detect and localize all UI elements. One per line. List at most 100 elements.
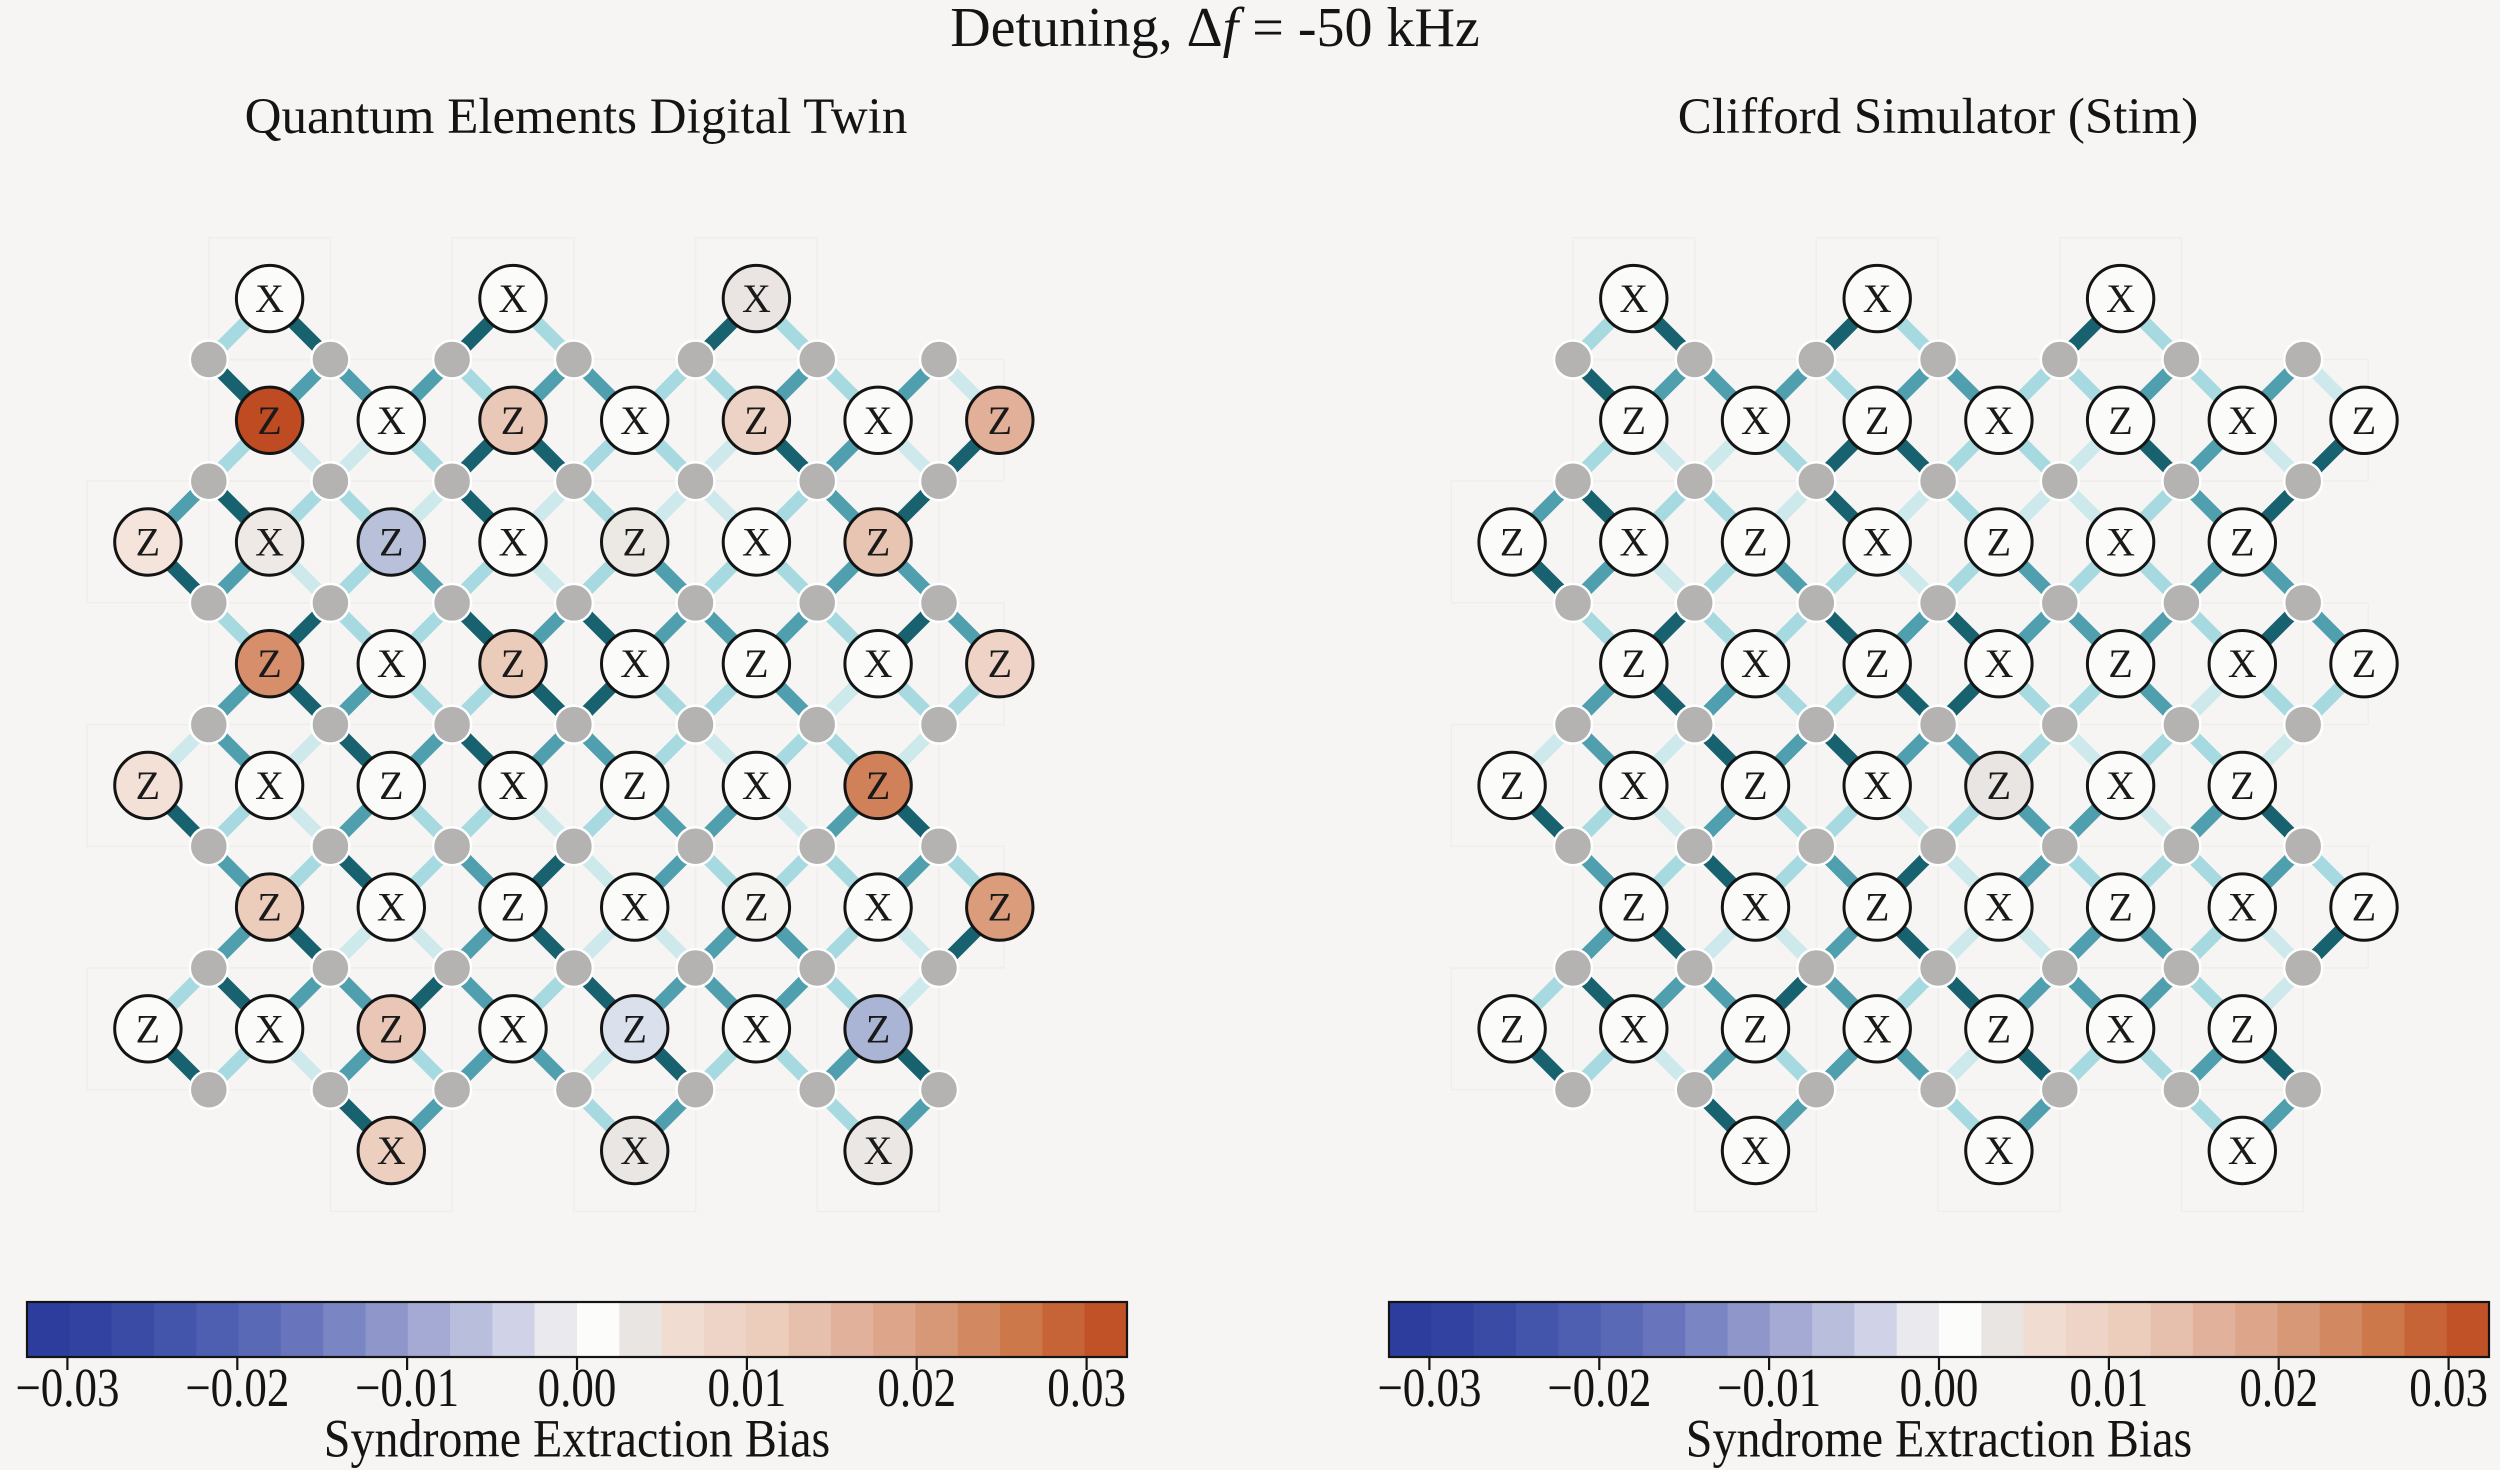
- svg-text:Z: Z: [1500, 763, 1524, 808]
- svg-text:Z: Z: [1987, 1006, 2011, 1051]
- svg-text:X: X: [1619, 763, 1648, 808]
- svg-text:Z: Z: [501, 885, 525, 930]
- svg-text:Z: Z: [136, 1006, 160, 1051]
- svg-text:−0.01: −0.01: [355, 1357, 459, 1418]
- svg-text:Z: Z: [1865, 398, 1889, 443]
- svg-text:0.02: 0.02: [877, 1357, 956, 1418]
- svg-text:Z: Z: [622, 1006, 646, 1051]
- svg-text:X: X: [864, 641, 893, 686]
- svg-text:X: X: [620, 1128, 649, 1173]
- svg-text:−0.02: −0.02: [1547, 1357, 1651, 1418]
- svg-text:Detuning, Δf = -50 kHz: Detuning, Δf = -50 kHz: [950, 0, 1480, 59]
- svg-text:Z: Z: [1500, 1006, 1524, 1051]
- svg-text:X: X: [742, 1006, 771, 1051]
- svg-text:X: X: [255, 520, 284, 565]
- svg-text:Z: Z: [257, 885, 281, 930]
- svg-text:X: X: [2228, 885, 2257, 930]
- svg-text:Z: Z: [988, 641, 1012, 686]
- svg-text:X: X: [255, 763, 284, 808]
- svg-text:Z: Z: [2108, 641, 2132, 686]
- svg-text:X: X: [620, 885, 649, 930]
- svg-text:X: X: [1984, 885, 2013, 930]
- svg-text:0.03: 0.03: [1047, 1357, 1126, 1418]
- svg-text:X: X: [1619, 276, 1648, 321]
- svg-text:Z: Z: [2230, 763, 2254, 808]
- svg-text:Z: Z: [1622, 885, 1646, 930]
- svg-text:X: X: [1619, 1006, 1648, 1051]
- svg-text:X: X: [255, 1006, 284, 1051]
- svg-text:Z: Z: [379, 1006, 403, 1051]
- svg-text:X: X: [499, 520, 528, 565]
- svg-text:X: X: [620, 398, 649, 443]
- svg-text:Z: Z: [1743, 1006, 1767, 1051]
- svg-text:Z: Z: [136, 520, 160, 565]
- svg-text:Z: Z: [1622, 641, 1646, 686]
- svg-text:0.03: 0.03: [2409, 1357, 2488, 1418]
- svg-text:X: X: [742, 520, 771, 565]
- svg-text:X: X: [2106, 763, 2135, 808]
- svg-text:0.01: 0.01: [2070, 1357, 2149, 1418]
- svg-text:X: X: [1741, 885, 1770, 930]
- svg-text:Z: Z: [744, 641, 768, 686]
- svg-text:−0.03: −0.03: [15, 1357, 119, 1418]
- svg-text:X: X: [1863, 276, 1892, 321]
- svg-text:Z: Z: [622, 763, 646, 808]
- svg-text:Z: Z: [501, 641, 525, 686]
- svg-text:X: X: [377, 398, 406, 443]
- svg-text:0.00: 0.00: [1900, 1357, 1979, 1418]
- svg-text:X: X: [620, 641, 649, 686]
- svg-text:X: X: [864, 398, 893, 443]
- svg-text:X: X: [742, 763, 771, 808]
- svg-text:X: X: [377, 885, 406, 930]
- svg-text:X: X: [1741, 398, 1770, 443]
- svg-text:X: X: [1984, 398, 2013, 443]
- svg-text:X: X: [499, 1006, 528, 1051]
- svg-text:Z: Z: [622, 520, 646, 565]
- svg-text:Z: Z: [2230, 520, 2254, 565]
- svg-text:Z: Z: [2230, 1006, 2254, 1051]
- svg-text:Z: Z: [1987, 520, 2011, 565]
- svg-text:Z: Z: [744, 885, 768, 930]
- svg-text:Z: Z: [988, 398, 1012, 443]
- svg-text:X: X: [499, 763, 528, 808]
- svg-text:Z: Z: [2108, 885, 2132, 930]
- svg-text:Z: Z: [1743, 520, 1767, 565]
- svg-text:0.00: 0.00: [538, 1357, 617, 1418]
- svg-text:X: X: [742, 276, 771, 321]
- svg-text:Z: Z: [2352, 885, 2376, 930]
- svg-text:−0.03: −0.03: [1377, 1357, 1481, 1418]
- svg-text:X: X: [2106, 1006, 2135, 1051]
- svg-text:0.02: 0.02: [2239, 1357, 2318, 1418]
- svg-text:X: X: [1984, 1128, 2013, 1173]
- svg-text:X: X: [2228, 1128, 2257, 1173]
- svg-text:Z: Z: [2108, 398, 2132, 443]
- svg-text:Syndrome Extraction Bias: Syndrome Extraction Bias: [324, 1409, 830, 1469]
- svg-text:Z: Z: [379, 520, 403, 565]
- svg-text:X: X: [1863, 520, 1892, 565]
- svg-text:Z: Z: [136, 763, 160, 808]
- svg-text:Z: Z: [988, 885, 1012, 930]
- svg-text:X: X: [1741, 641, 1770, 686]
- svg-text:Z: Z: [1865, 885, 1889, 930]
- svg-text:Z: Z: [866, 520, 890, 565]
- svg-text:Syndrome Extraction Bias: Syndrome Extraction Bias: [1686, 1409, 2192, 1469]
- svg-text:X: X: [1863, 763, 1892, 808]
- svg-text:X: X: [1984, 641, 2013, 686]
- svg-text:X: X: [1863, 1006, 1892, 1051]
- svg-text:X: X: [2106, 520, 2135, 565]
- svg-text:Z: Z: [1987, 763, 2011, 808]
- svg-text:X: X: [2228, 398, 2257, 443]
- svg-text:X: X: [255, 276, 284, 321]
- svg-text:X: X: [864, 1128, 893, 1173]
- svg-text:Z: Z: [866, 763, 890, 808]
- svg-text:X: X: [499, 276, 528, 321]
- svg-text:Z: Z: [744, 398, 768, 443]
- svg-text:X: X: [377, 641, 406, 686]
- svg-text:Z: Z: [257, 641, 281, 686]
- svg-text:0.01: 0.01: [708, 1357, 787, 1418]
- svg-text:Z: Z: [866, 1006, 890, 1051]
- svg-text:Z: Z: [1743, 763, 1767, 808]
- svg-text:Clifford Simulator (Stim): Clifford Simulator (Stim): [1678, 89, 2198, 145]
- svg-text:Z: Z: [1500, 520, 1524, 565]
- svg-text:X: X: [1741, 1128, 1770, 1173]
